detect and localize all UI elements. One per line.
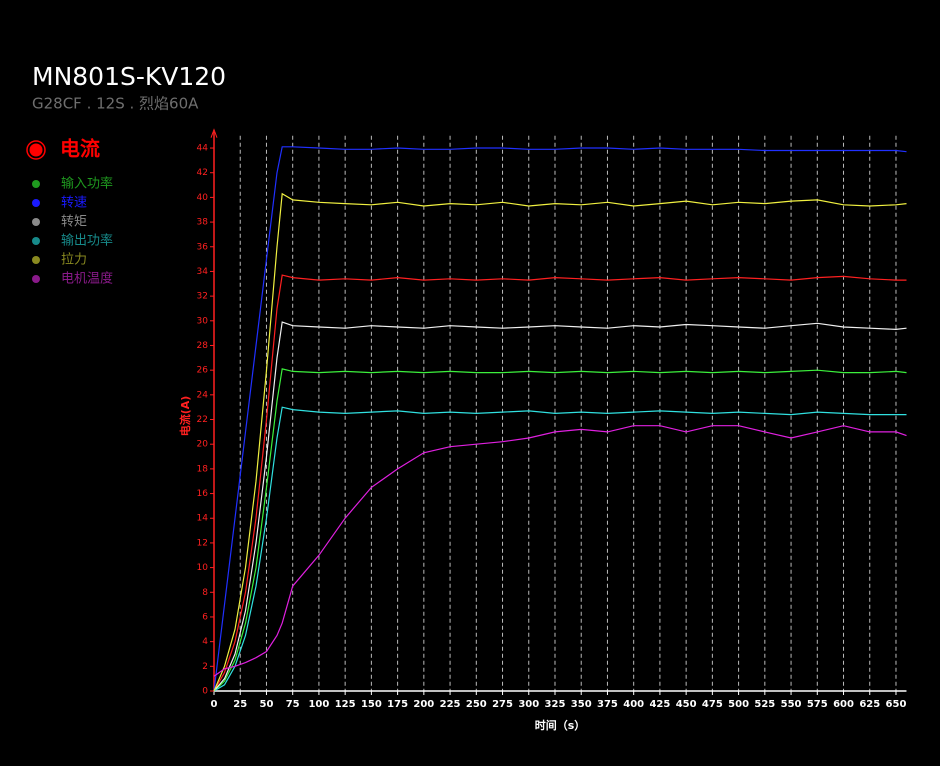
- y-tick-label: 30: [197, 316, 209, 326]
- series-line: [213, 368, 907, 692]
- legend-label: 转速: [61, 196, 87, 211]
- legend-label: 转矩: [61, 215, 87, 230]
- x-tick-label: 175: [387, 699, 408, 710]
- y-tick-label: 40: [197, 193, 209, 203]
- legend-marker: [32, 275, 40, 283]
- legend-label: 电机温度: [61, 271, 113, 287]
- legend-label: 拉力: [61, 253, 87, 268]
- y-tick-label: 24: [197, 390, 209, 400]
- y-tick-label: 10: [197, 563, 209, 573]
- y-tick-label: 38: [197, 218, 209, 228]
- legend-marker: [32, 199, 40, 207]
- chart-subtitle: G28CF . 12S . 烈焰60A: [32, 95, 199, 113]
- legend-marker: [32, 256, 40, 264]
- x-tick-label: 600: [833, 699, 854, 710]
- legend-label: 电流: [60, 137, 100, 161]
- series-line: [213, 146, 907, 692]
- series-line: [213, 274, 907, 692]
- y-tick-label: 4: [202, 637, 208, 647]
- x-tick-label: 525: [754, 699, 775, 710]
- x-tick-label: 225: [440, 699, 461, 710]
- x-tick-label: 100: [308, 699, 329, 710]
- x-tick-label: 25: [233, 699, 247, 710]
- x-tick-label: 275: [492, 699, 513, 710]
- x-tick-label: 375: [597, 699, 618, 710]
- y-tick-label: 0: [202, 687, 208, 697]
- x-tick-label: 350: [571, 699, 592, 710]
- legend-label: 输入功率: [61, 176, 113, 192]
- x-tick-label: 0: [211, 699, 218, 710]
- y-tick-label: 8: [202, 588, 208, 598]
- legend-marker: [26, 140, 46, 160]
- y-tick-label: 2: [202, 662, 208, 672]
- x-tick-label: 200: [413, 699, 434, 710]
- x-tick-label: 50: [259, 699, 273, 710]
- legend-marker: [32, 237, 40, 245]
- legend-marker: [32, 180, 40, 188]
- legend-marker: [32, 218, 40, 226]
- legend-marker: [29, 143, 43, 157]
- x-tick-label: 75: [286, 699, 300, 710]
- y-axis-label: 电流(A): [178, 396, 192, 437]
- y-tick-label: 28: [197, 341, 209, 351]
- y-tick-label: 42: [197, 168, 208, 178]
- x-tick-label: 575: [807, 699, 828, 710]
- x-tick-label: 125: [335, 699, 356, 710]
- x-tick-label: 475: [702, 699, 723, 710]
- y-tick-label: 18: [197, 464, 209, 474]
- x-tick-label: 300: [518, 699, 539, 710]
- y-axis-arrow: [210, 128, 218, 138]
- x-tick-label: 625: [859, 699, 880, 710]
- x-tick-label: 425: [649, 699, 670, 710]
- y-tick-label: 26: [197, 366, 209, 376]
- x-tick-label: 150: [361, 699, 382, 710]
- y-tick-label: 12: [197, 538, 208, 548]
- y-tick-label: 34: [197, 267, 209, 277]
- series-line: [213, 192, 907, 692]
- y-tick-label: 20: [197, 440, 209, 450]
- x-tick-label: 450: [676, 699, 697, 710]
- x-tick-label: 250: [466, 699, 487, 710]
- series-line: [213, 425, 907, 677]
- y-tick-label: 16: [197, 489, 209, 499]
- y-tick-label: 44: [197, 144, 209, 154]
- y-tick-label: 6: [202, 612, 208, 622]
- y-tick-label: 32: [197, 292, 208, 302]
- y-tick-label: 36: [197, 242, 209, 252]
- series-line: [213, 321, 907, 692]
- x-tick-label: 325: [545, 699, 566, 710]
- y-tick-label: 14: [197, 514, 209, 524]
- x-tick-label: 550: [781, 699, 802, 710]
- chart-title: MN801S-KV120: [32, 62, 226, 91]
- legend-label: 输出功率: [61, 233, 113, 249]
- y-tick-label: 22: [197, 415, 208, 425]
- x-tick-label: 650: [886, 699, 907, 710]
- x-axis-label: 时间（s）: [535, 718, 586, 732]
- x-tick-label: 400: [623, 699, 644, 710]
- series-line: [213, 406, 907, 692]
- x-tick-label: 500: [728, 699, 749, 710]
